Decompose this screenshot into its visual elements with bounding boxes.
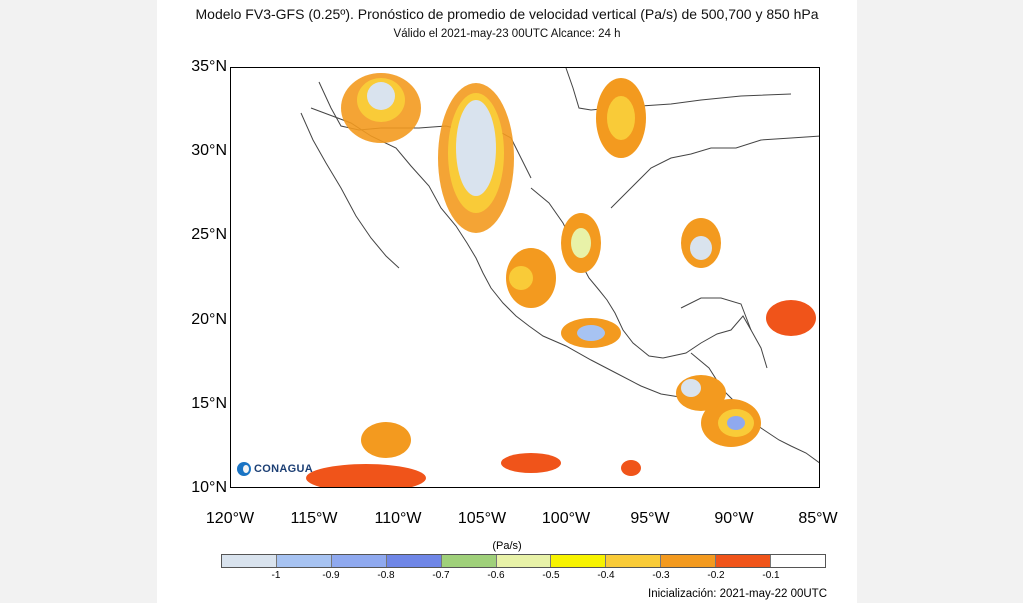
colorbar-label: -0.8 bbox=[377, 570, 395, 581]
map-svg bbox=[300, 68, 819, 487]
colorbar-box bbox=[551, 555, 607, 567]
conagua-logo-text: CONAGUA bbox=[254, 463, 313, 475]
colorbar-label: -1 bbox=[271, 570, 281, 581]
conagua-logo-icon bbox=[237, 462, 251, 476]
colorbar-box bbox=[276, 555, 332, 567]
lon-label-105: 105°W bbox=[457, 510, 507, 527]
lon-label-120: 120°W bbox=[205, 510, 255, 527]
colorbar-label: -0.4 bbox=[597, 570, 615, 581]
vertical-velocity-shading bbox=[306, 73, 816, 487]
colorbar-box bbox=[441, 555, 497, 567]
colorbar-box bbox=[331, 555, 387, 567]
map-title: Modelo FV3-GFS (0.25º). Pronóstico de pr… bbox=[195, 6, 819, 22]
colorbar-box bbox=[716, 555, 772, 567]
lon-label-95: 95°W bbox=[630, 510, 670, 527]
initialization-text: Inicialización: 2021-may-22 00UTC bbox=[648, 588, 827, 600]
lon-label-85: 85°W bbox=[798, 510, 838, 527]
colorbar-label: -0.7 bbox=[432, 570, 450, 581]
colorbar-label: -0.1 bbox=[762, 570, 780, 581]
lon-label-100: 100°W bbox=[541, 510, 591, 527]
lon-label-115: 115°W bbox=[290, 510, 338, 527]
coastlines bbox=[300, 68, 819, 464]
colorbar-box bbox=[606, 555, 662, 567]
map-area[interactable] bbox=[230, 67, 820, 488]
colorbar-label: -0.9 bbox=[322, 570, 340, 581]
colorbar bbox=[221, 554, 826, 568]
conagua-logo: CONAGUA bbox=[237, 462, 313, 476]
colorbar-box bbox=[661, 555, 717, 567]
map-panel: Modelo FV3-GFS (0.25º). Pronóstico de pr… bbox=[157, 0, 857, 603]
colorbar-box bbox=[222, 555, 277, 567]
lat-label-20: 20°N bbox=[191, 311, 227, 328]
lat-label-10: 10°N bbox=[191, 479, 227, 496]
lat-label-15: 15°N bbox=[191, 395, 227, 412]
colorbar-label: -0.5 bbox=[542, 570, 560, 581]
lon-label-90: 90°W bbox=[714, 510, 754, 527]
lon-label-110: 110°W bbox=[374, 510, 422, 527]
colorbar-box bbox=[386, 555, 442, 567]
colorbar-label: -0.2 bbox=[707, 570, 725, 581]
colorbar-box bbox=[771, 555, 825, 567]
colorbar-label: -0.6 bbox=[487, 570, 505, 581]
colorbar-box bbox=[496, 555, 552, 567]
lat-label-35: 35°N bbox=[191, 58, 227, 75]
colorbar-unit: (Pa/s) bbox=[492, 540, 522, 552]
lat-label-30: 30°N bbox=[191, 142, 227, 159]
colorbar-label: -0.3 bbox=[652, 570, 670, 581]
lat-label-25: 25°N bbox=[191, 226, 227, 243]
map-subtitle: Válido el 2021-may-23 00UTC Alcance: 24 … bbox=[393, 28, 621, 40]
